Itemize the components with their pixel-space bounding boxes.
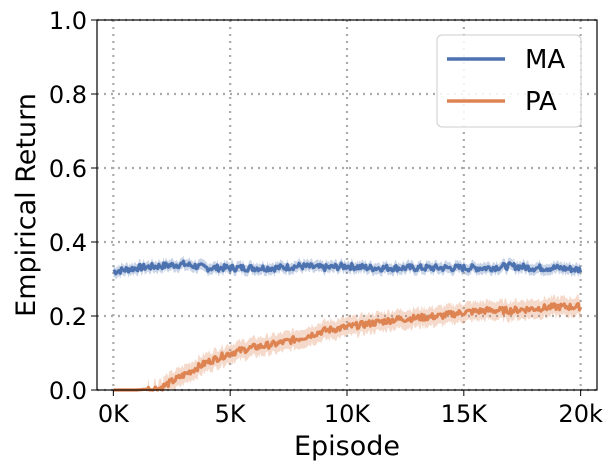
x-tick-label: 20k [558,400,603,428]
y-tick-label: 0.0 [49,377,87,405]
series-line-ma [112,259,583,276]
legend-label-pa: PA [525,87,557,117]
legend: MA PA [436,34,582,128]
y-axis-label: Empirical Return [11,93,42,317]
y-tick-label: 0.4 [49,229,87,257]
x-tick-label: 5K [215,400,247,428]
series-lines [112,259,583,392]
x-tick-label: 0K [98,400,130,428]
series-line-pa [112,302,583,392]
x-axis-ticks: 0K 5K 10K 15K 20k [98,390,603,428]
x-tick-label: 10K [324,400,372,428]
grid-lines [97,18,597,392]
y-tick-label: 0.8 [49,81,87,109]
y-tick-label: 1.0 [49,7,87,35]
y-tick-label: 0.2 [49,303,87,331]
y-tick-label: 0.6 [49,155,87,183]
x-axis-label: Episode [294,431,400,462]
band-pa [113,294,581,390]
y-axis-ticks: 0.0 0.2 0.4 0.6 0.8 1.0 [49,7,97,405]
x-tick-label: 15K [441,400,489,428]
confidence-bands [113,255,581,390]
legend-label-ma: MA [525,45,565,75]
